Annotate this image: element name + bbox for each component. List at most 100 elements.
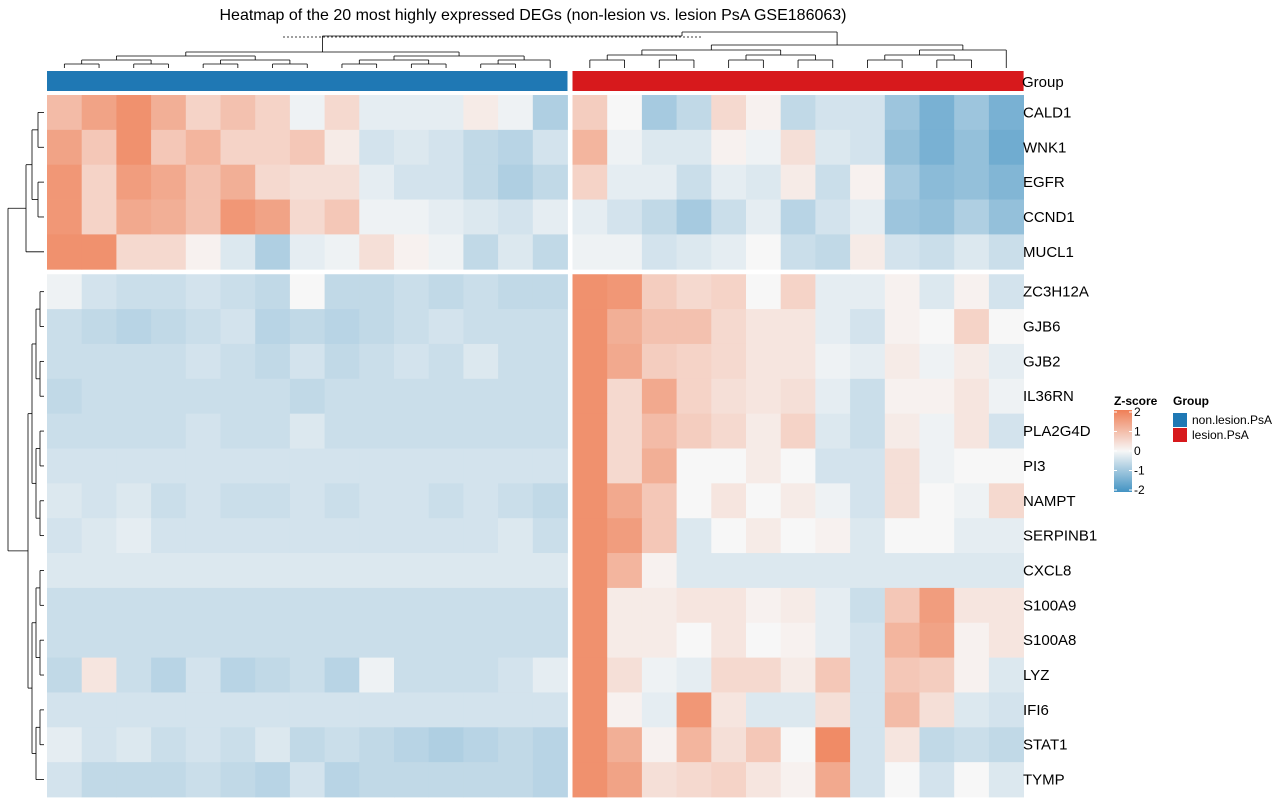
heatmap-cell	[359, 727, 395, 763]
heatmap-cell	[780, 518, 816, 554]
heatmap-cell	[220, 378, 256, 415]
group-bar-segment	[47, 71, 568, 91]
heatmap-cell	[116, 274, 152, 310]
heatmap-cell	[324, 622, 360, 658]
row-label: IFI6	[1023, 702, 1049, 719]
heatmap-cell	[324, 587, 360, 624]
heatmap-cell	[151, 448, 187, 484]
heatmap-cell	[81, 199, 117, 235]
heatmap-cell	[359, 622, 395, 658]
heatmap-cell	[746, 413, 782, 449]
row-label: PI3	[1023, 458, 1046, 475]
heatmap-cell	[884, 587, 920, 624]
heatmap-cell	[884, 164, 920, 200]
heatmap-cell	[572, 343, 608, 380]
heatmap-cell	[815, 587, 851, 624]
zscore-ticks: 2 1 0 -1 -2	[1114, 405, 1145, 497]
heatmap-cell	[988, 274, 1024, 310]
row-label: TYMP	[1023, 772, 1065, 789]
heatmap-cell	[463, 309, 499, 345]
heatmap-cells	[47, 95, 1024, 798]
heatmap-cell	[185, 274, 221, 310]
heatmap-cell	[394, 657, 430, 693]
heatmap-cell	[394, 343, 430, 380]
heatmap-cell	[815, 274, 851, 310]
heatmap-cell	[116, 622, 152, 658]
heatmap-cell	[498, 448, 534, 484]
heatmap-cell	[711, 727, 747, 763]
heatmap-cell	[324, 448, 360, 484]
heatmap-cell	[47, 164, 83, 200]
heatmap-cell	[607, 164, 643, 200]
heatmap-cell	[815, 343, 851, 380]
heatmap-cell	[116, 553, 152, 589]
heatmap-cell	[572, 587, 608, 624]
heatmap-cell	[850, 518, 886, 554]
heatmap-cell	[641, 129, 677, 166]
heatmap-cell	[47, 692, 83, 728]
heatmap-cell	[676, 199, 712, 235]
heatmap-cell	[428, 274, 464, 310]
heatmap-cell	[954, 483, 990, 519]
heatmap-cell	[185, 234, 221, 270]
heatmap-cell	[151, 622, 187, 658]
heatmap-cell	[428, 657, 464, 693]
heatmap-cell	[428, 483, 464, 519]
heatmap-cell	[746, 274, 782, 310]
heatmap-cell	[185, 622, 221, 658]
heatmap-cell	[81, 692, 117, 728]
heatmap-cell	[815, 95, 851, 131]
heatmap-cell	[255, 274, 291, 310]
heatmap-cell	[676, 448, 712, 484]
heatmap-cell	[884, 448, 920, 484]
heatmap-cell	[780, 234, 816, 270]
heatmap-cell	[919, 622, 955, 658]
row-label: CXCL8	[1023, 563, 1071, 580]
heatmap-cell	[116, 378, 152, 415]
heatmap-cell	[919, 343, 955, 380]
heatmap-cell	[780, 622, 816, 658]
heatmap-cell	[988, 309, 1024, 345]
heatmap-cell	[572, 129, 608, 166]
heatmap-cell	[81, 164, 117, 200]
group-bar-segment	[572, 71, 1024, 91]
heatmap-cell	[394, 727, 430, 763]
heatmap-cell	[463, 413, 499, 449]
heatmap-cell	[572, 378, 608, 415]
heatmap-cell	[185, 95, 221, 131]
row-label: CCND1	[1023, 209, 1075, 226]
heatmap-cell	[711, 199, 747, 235]
heatmap-cell	[116, 199, 152, 235]
heatmap-cell	[81, 483, 117, 519]
heatmap-cell	[884, 95, 920, 131]
heatmap-cell	[572, 518, 608, 554]
heatmap-cell	[359, 657, 395, 693]
heatmap-cell	[220, 483, 256, 519]
heatmap-cell	[185, 657, 221, 693]
heatmap-cell	[607, 413, 643, 449]
heatmap-cell	[954, 657, 990, 693]
heatmap-cell	[359, 692, 395, 728]
heatmap-cell	[220, 274, 256, 310]
heatmap-cell	[498, 553, 534, 589]
heatmap-cell	[919, 234, 955, 270]
heatmap-cell	[746, 343, 782, 380]
heatmap-cell	[988, 199, 1024, 235]
heatmap-cell	[676, 234, 712, 270]
heatmap-cell	[954, 413, 990, 449]
heatmap-cell	[498, 518, 534, 554]
heatmap-cell	[47, 587, 83, 624]
heatmap-cell	[532, 762, 568, 798]
heatmap-cell	[47, 234, 83, 270]
heatmap-cell	[359, 378, 395, 415]
heatmap-cell	[780, 762, 816, 798]
heatmap-cell	[815, 448, 851, 484]
heatmap-cell	[815, 309, 851, 345]
heatmap-cell	[289, 448, 325, 484]
heatmap-cell	[780, 727, 816, 763]
heatmap-cell	[81, 309, 117, 345]
heatmap-cell	[532, 234, 568, 270]
heatmap-cell	[151, 657, 187, 693]
heatmap-cell	[954, 129, 990, 166]
